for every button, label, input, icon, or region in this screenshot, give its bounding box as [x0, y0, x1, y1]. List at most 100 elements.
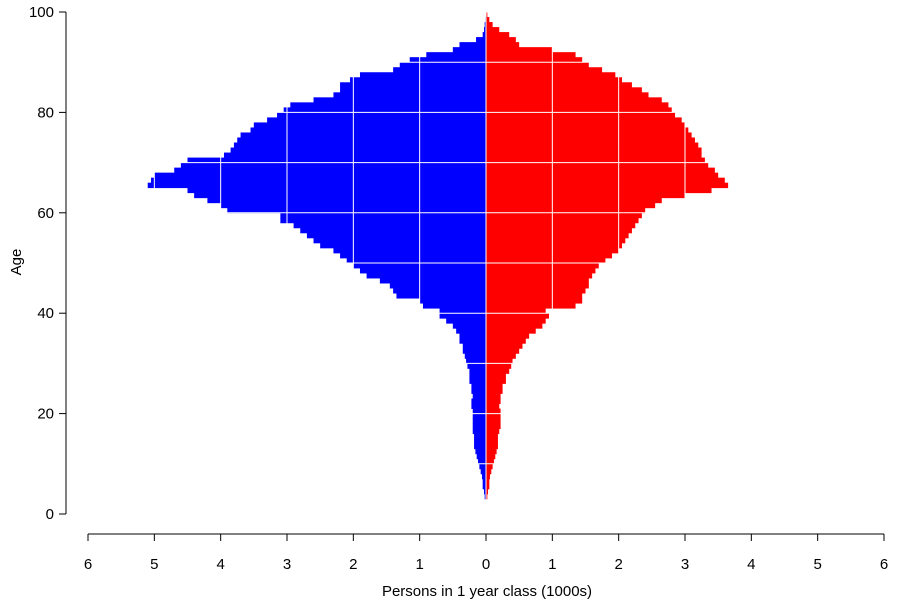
right-bar-age-68: [486, 167, 715, 174]
right-bar-age-13: [486, 443, 498, 450]
left-bar-age-95: [482, 32, 486, 38]
left-bar-age-11: [476, 453, 486, 460]
right-bar-age-40: [486, 308, 546, 314]
left-bar-age-68: [174, 167, 487, 174]
left-bar-age-74: [237, 137, 486, 143]
left-bar-age-22: [471, 398, 486, 404]
left-bar-age-7: [482, 473, 486, 480]
right-bar-age-77: [486, 122, 685, 128]
right-bar-age-72: [486, 147, 702, 153]
left-bar-age-52: [333, 247, 486, 254]
left-bar-age-93: [459, 42, 486, 48]
right-bar-age-21: [486, 403, 500, 409]
right-bar-age-22: [486, 398, 501, 404]
right-bar-age-98: [486, 17, 490, 23]
right-bar-age-24: [486, 388, 503, 394]
left-bar-age-3: [484, 493, 486, 500]
left-bar-age-24: [471, 388, 486, 394]
left-bar-age-56: [300, 227, 486, 234]
right-bar-age-8: [486, 468, 492, 475]
y-tick-label: 0: [46, 506, 54, 523]
right-bar-age-38: [486, 318, 546, 324]
right-bar-age-93: [486, 42, 520, 48]
right-bar-age-78: [486, 117, 682, 123]
right-bar-age-80: [486, 107, 672, 113]
left-bar-age-94: [476, 37, 486, 43]
right-bar-age-44: [486, 288, 586, 294]
left-bar-age-53: [320, 242, 486, 249]
left-bar-age-75: [240, 132, 486, 138]
left-bar-age-48: [359, 268, 486, 274]
left-bar-age-72: [230, 147, 486, 153]
x-tick-label: 6: [84, 556, 92, 573]
x-tick-label: 3: [283, 556, 291, 573]
right-bar-age-32: [486, 348, 520, 354]
right-bar-age-25: [486, 383, 503, 389]
right-bar-age-31: [486, 353, 516, 359]
left-bar-age-35: [459, 333, 486, 339]
right-bar-age-67: [486, 172, 719, 179]
left-bar-age-50: [346, 257, 486, 264]
right-bar-age-81: [486, 102, 669, 108]
left-bar-age-86: [350, 77, 486, 83]
right-bar-age-63: [486, 192, 685, 199]
right-bar-age-39: [486, 313, 550, 319]
right-bar-age-60: [486, 207, 646, 214]
right-bar-age-56: [486, 227, 632, 234]
left-bar-age-45: [389, 283, 486, 289]
left-bar-age-4: [484, 488, 486, 495]
left-bar-age-20: [472, 408, 486, 414]
left-bar-age-70: [187, 157, 486, 163]
right-bar-age-69: [486, 162, 709, 169]
left-bar-age-69: [180, 162, 486, 169]
gridlines-layer: [87, 11, 885, 514]
right-bar-age-83: [486, 92, 649, 98]
left-bar-age-88: [393, 67, 486, 73]
left-bar-age-90: [409, 57, 486, 63]
right-bar-age-5: [486, 483, 490, 490]
x-tick-label: 2: [614, 556, 622, 573]
left-bar-age-85: [340, 82, 486, 88]
left-bar-age-26: [469, 378, 486, 384]
right-bar-age-75: [486, 132, 692, 138]
left-bar-age-79: [277, 112, 486, 118]
right-bar-age-73: [486, 142, 699, 148]
left-bar-age-40: [439, 308, 486, 314]
right-bar-age-27: [486, 373, 506, 379]
left-bar-age-46: [379, 278, 486, 284]
right-bar-age-18: [486, 418, 501, 425]
right-bar-age-87: [486, 72, 616, 78]
left-bar-age-43: [396, 293, 486, 299]
left-bar-age-6: [482, 478, 486, 485]
bars-layer: [147, 12, 729, 500]
right-bar-age-4: [486, 488, 488, 495]
right-bar-age-36: [486, 328, 536, 334]
right-bar-age-59: [486, 212, 642, 219]
left-bar-age-97: [484, 22, 486, 28]
right-bar-age-54: [486, 237, 626, 244]
left-bar-age-18: [472, 418, 486, 425]
right-bar-age-51: [486, 252, 613, 259]
right-bar-age-28: [486, 368, 510, 374]
left-bar-age-92: [452, 47, 486, 53]
left-bar-age-64: [187, 187, 486, 194]
right-bar-age-11: [486, 453, 496, 460]
right-bar-age-26: [486, 378, 506, 384]
left-bar-age-34: [459, 338, 486, 344]
left-bar-age-27: [469, 373, 486, 379]
left-bar-age-33: [462, 343, 486, 349]
left-bar-age-62: [207, 197, 486, 204]
right-bar-age-96: [486, 27, 500, 33]
right-bar-age-82: [486, 97, 662, 103]
left-bar-age-36: [456, 328, 486, 334]
right-bar-age-46: [486, 278, 589, 284]
left-bar-age-83: [333, 92, 486, 98]
left-bar-age-13: [474, 443, 486, 450]
right-bar-age-95: [486, 32, 510, 38]
left-bar-age-12: [475, 448, 486, 455]
left-bar-age-54: [313, 237, 486, 244]
right-bar-age-3: [486, 493, 488, 500]
left-bar-age-65: [147, 182, 486, 189]
